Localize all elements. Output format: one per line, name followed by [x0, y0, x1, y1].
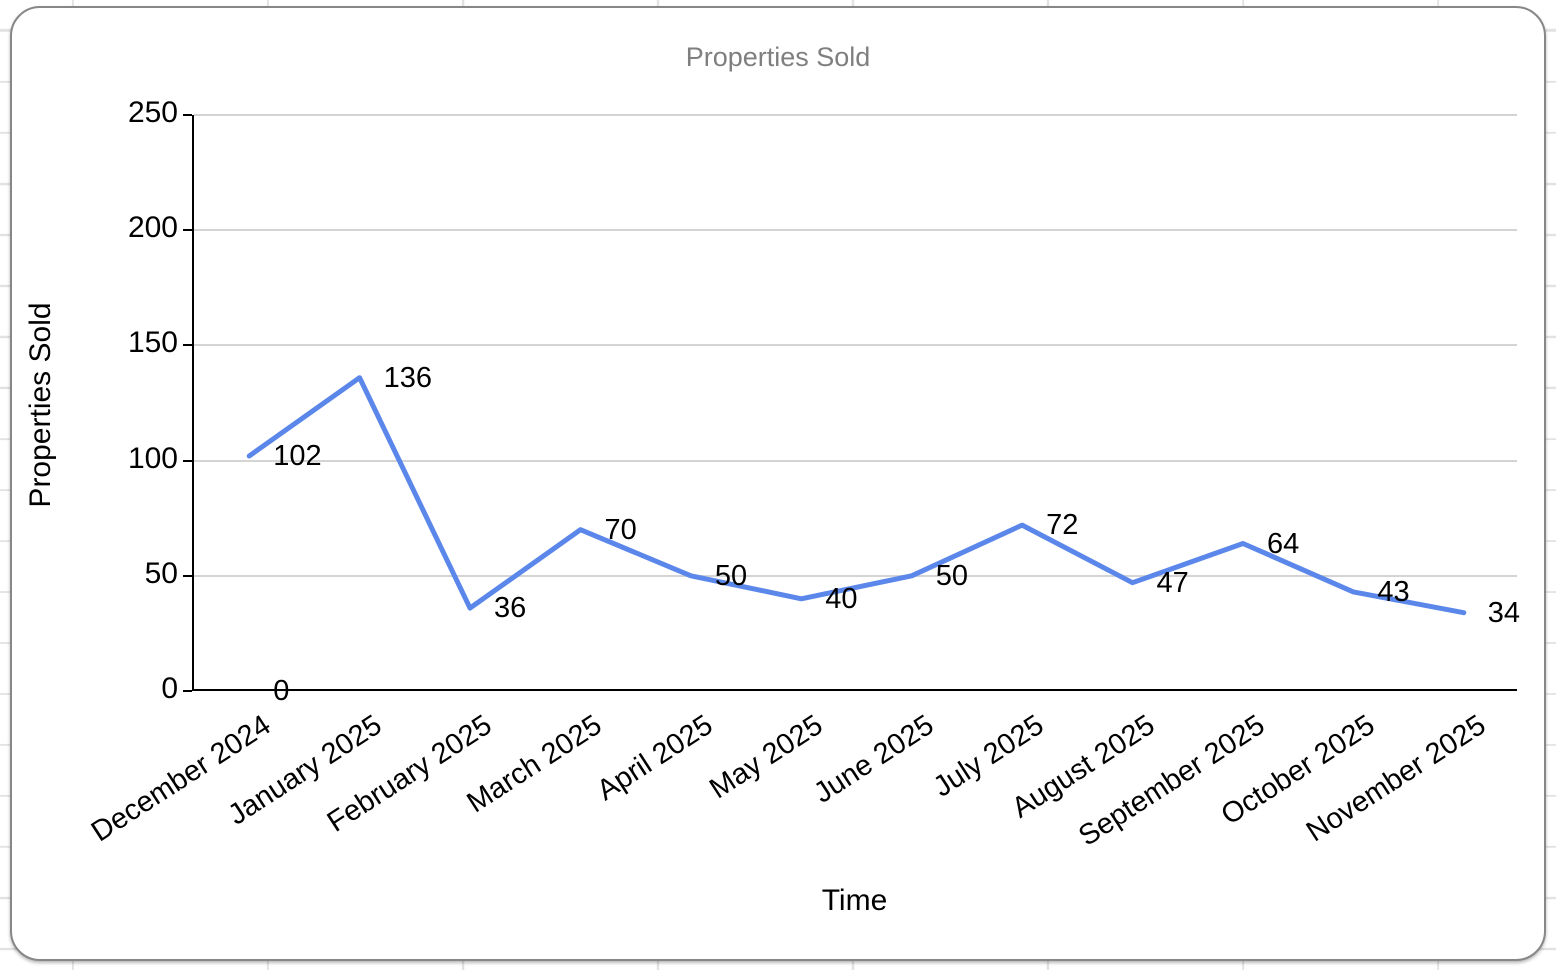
data-label-april-2025: 50: [714, 559, 748, 592]
y-tick-label-100: 100: [127, 441, 178, 475]
line-series: [246, 375, 1467, 616]
data-label-january-2025: 136: [383, 361, 433, 394]
y-tick-mark-100: [183, 459, 192, 462]
y-tick-label-50: 50: [144, 556, 178, 590]
chart-card[interactable]: Properties Sold Properties Sold 102 136 36…: [10, 6, 1546, 961]
plot-area: 102 136 36 70 50 40 50 72 47 64 43 34 0: [192, 114, 1521, 707]
y-tick-mark-200: [183, 229, 192, 232]
data-label-june-2025: 50: [935, 559, 968, 592]
gridline-200: [194, 229, 1517, 232]
data-label-september-2025: 64: [1266, 527, 1300, 560]
gridline-50: [194, 574, 1517, 577]
data-label-november-2025: 34: [1487, 596, 1521, 629]
series-line: [246, 375, 1467, 616]
data-label-july-2025: 72: [1046, 509, 1079, 542]
gridline-100: [194, 459, 1517, 462]
y-tick-mark-0: [183, 690, 192, 692]
data-label-may-2025: 40: [825, 582, 858, 615]
gridline-250: [194, 114, 1517, 116]
chart-title: Properties Sold: [685, 42, 871, 72]
y-tick-label-0: 0: [161, 672, 178, 705]
data-label-february-2025: 36: [494, 592, 527, 625]
y-tick-label-250: 250: [127, 96, 178, 129]
y-tick-label-150: 150: [127, 326, 178, 360]
annotation-label-zero: 0: [273, 675, 290, 707]
data-label-march-2025: 70: [604, 513, 637, 546]
x-axis-title: Time: [821, 884, 888, 917]
y-axis-title: Properties Sold: [24, 302, 57, 508]
data-label-october-2025: 43: [1377, 575, 1410, 608]
data-label-august-2025: 47: [1156, 566, 1189, 599]
y-tick-mark-250: [183, 114, 192, 116]
y-tick-label-200: 200: [127, 211, 178, 245]
y-tick-mark-50: [183, 574, 192, 577]
data-label-december-2024: 102: [273, 439, 322, 472]
gridline-150: [194, 344, 1517, 347]
y-tick-mark-150: [183, 344, 192, 347]
